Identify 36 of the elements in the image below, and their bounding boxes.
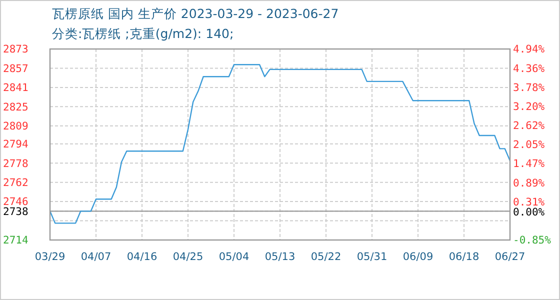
y2-tick-label: 2.05% (513, 139, 546, 152)
y-tick-label: 2738 (3, 206, 28, 218)
x-tick-label: 05/04 (218, 251, 250, 263)
y2-tick-label: 0.89% (513, 177, 546, 190)
x-tick-label: 04/16 (126, 251, 158, 263)
y2-tick-label: 0.31% (513, 196, 546, 208)
y2-tick-label: 4.94% (513, 44, 546, 56)
x-tick-label: 05/31 (356, 251, 388, 263)
line-series (49, 64, 511, 224)
y-tick-label: 2714 (3, 234, 28, 247)
y2-tick-label: 4.36% (513, 62, 546, 75)
x-tick-label: 04/07 (80, 251, 112, 263)
y-tick-label: 2841 (3, 82, 28, 94)
x-tick-label: 03/29 (34, 251, 66, 263)
y2-tick-label: 3.78% (513, 82, 546, 94)
x-tick-label: 05/22 (310, 251, 342, 263)
y2-tick-label: 3.20% (513, 101, 546, 114)
y2-tick-label: -0.85% (513, 234, 552, 247)
y-tick-label: 2762 (3, 177, 28, 190)
chart-subtitle: 分类:瓦楞纸 ;克重(g/m2): 140; (52, 26, 234, 41)
x-tick-label: 05/13 (264, 251, 296, 263)
y2-tick-label: 0.00% (513, 206, 546, 219)
y-tick-label: 2809 (3, 120, 28, 133)
x-tick-label: 06/27 (494, 251, 526, 263)
x-tick-label: 06/18 (448, 251, 480, 263)
x-tick-label: 06/09 (402, 251, 434, 263)
y2-tick-label: 2.62% (513, 120, 546, 132)
y-tick-label: 2746 (3, 196, 28, 208)
x-tick-label: 04/25 (172, 251, 204, 263)
chart-title: 瓦楞原纸 国内 生产价 2023-03-29 - 2023-06-27 (52, 6, 339, 21)
y-tick-label: 2794 (3, 138, 28, 151)
y2-tick-label: 1.47% (513, 158, 546, 170)
y-tick-label: 2857 (3, 62, 28, 75)
y-tick-label: 2825 (3, 101, 28, 114)
y-tick-label: 2778 (3, 158, 28, 170)
y-tick-label: 2873 (3, 44, 28, 56)
